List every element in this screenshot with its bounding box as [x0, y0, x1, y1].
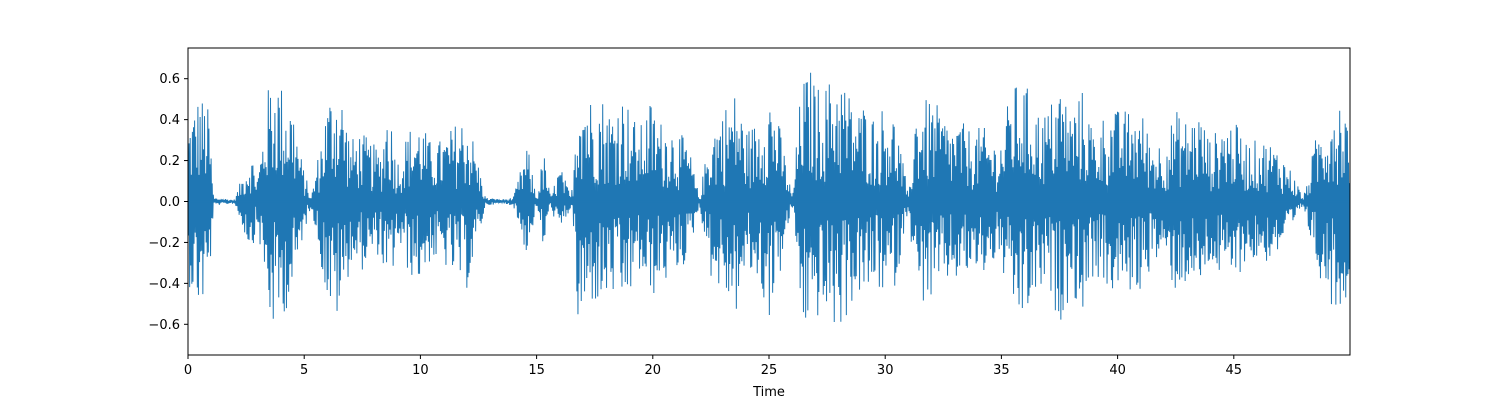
x-axis-label: Time [752, 385, 785, 400]
y-tick-label: 0.4 [159, 113, 180, 128]
y-tick-label: 0.6 [159, 72, 180, 87]
x-axis: 0 5 10 15 20 25 30 35 40 45 [184, 355, 1242, 378]
y-tick-label: 0.0 [159, 195, 180, 210]
y-tick-label: −0.6 [148, 318, 180, 333]
x-tick-label: 15 [528, 363, 545, 378]
waveform-line [188, 72, 1350, 322]
y-axis: −0.6 −0.4 −0.2 0.0 0.2 0.4 0.6 [148, 72, 188, 333]
x-tick-label: 0 [184, 363, 192, 378]
x-tick-label: 5 [300, 363, 308, 378]
y-tick-label: −0.4 [148, 277, 180, 292]
x-tick-label: 40 [1109, 363, 1126, 378]
x-tick-label: 20 [645, 363, 662, 378]
x-tick-label: 30 [877, 363, 894, 378]
waveform [188, 72, 1350, 322]
x-tick-label: 45 [1226, 363, 1243, 378]
y-tick-label: 0.2 [159, 154, 180, 169]
x-tick-label: 10 [412, 363, 429, 378]
y-tick-label: −0.2 [148, 236, 180, 251]
x-tick-label: 35 [993, 363, 1010, 378]
x-tick-label: 25 [761, 363, 778, 378]
